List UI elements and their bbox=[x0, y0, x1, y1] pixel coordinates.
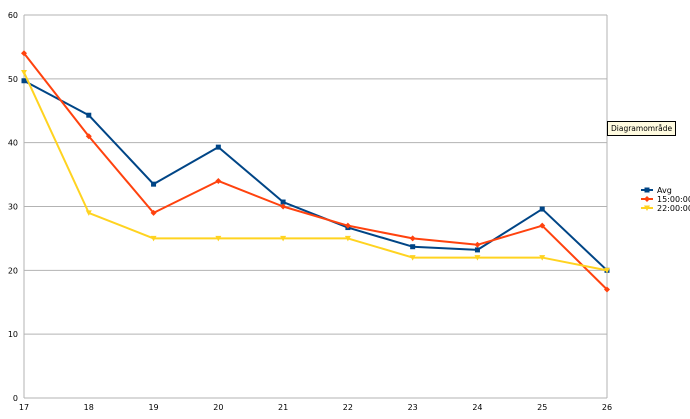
x-tick-label: 26 bbox=[602, 403, 612, 412]
x-tick-label: 25 bbox=[537, 403, 547, 412]
x-tick-label: 19 bbox=[148, 403, 158, 412]
data-point bbox=[85, 133, 92, 140]
x-tick-label: 23 bbox=[408, 403, 418, 412]
y-tick-label: 0 bbox=[13, 394, 18, 403]
data-point bbox=[474, 255, 481, 261]
data-point bbox=[409, 235, 416, 242]
series-line bbox=[23, 52, 608, 291]
data-point bbox=[539, 222, 546, 229]
y-tick-label: 10 bbox=[8, 330, 18, 339]
series-0 bbox=[21, 78, 610, 273]
legend-label: 15:00:00 bbox=[657, 195, 690, 204]
legend-marker bbox=[644, 187, 650, 193]
legend-label: Avg bbox=[657, 186, 672, 195]
data-point bbox=[151, 181, 157, 187]
series-line bbox=[23, 79, 608, 272]
x-tick-label: 21 bbox=[278, 403, 288, 412]
y-tick-label: 20 bbox=[8, 266, 18, 275]
data-point bbox=[86, 112, 92, 118]
x-tick-label: 17 bbox=[19, 403, 29, 412]
chart-area-tooltip: Diagramområde bbox=[607, 121, 677, 136]
data-point bbox=[474, 247, 480, 253]
data-point bbox=[85, 210, 92, 216]
series-1 bbox=[21, 50, 610, 293]
legend-marker bbox=[644, 205, 650, 211]
legend-item: 22:00:00 bbox=[641, 204, 690, 213]
data-point bbox=[280, 203, 287, 210]
data-point bbox=[150, 209, 157, 216]
data-point bbox=[604, 267, 610, 274]
data-point bbox=[280, 235, 287, 242]
x-tick-label: 24 bbox=[472, 403, 482, 412]
legend-marker bbox=[644, 196, 650, 202]
legend-label: 22:00:00 bbox=[657, 204, 690, 213]
data-point bbox=[215, 235, 222, 242]
gridlines bbox=[24, 14, 607, 335]
y-tick-label: 50 bbox=[8, 75, 18, 84]
data-point bbox=[150, 235, 157, 242]
legend-item: 15:00:00 bbox=[641, 195, 690, 204]
data-point bbox=[604, 286, 610, 293]
data-point bbox=[280, 199, 286, 205]
series-2 bbox=[21, 69, 610, 274]
data-point bbox=[215, 177, 222, 184]
data-point bbox=[21, 69, 27, 76]
data-point bbox=[344, 235, 351, 242]
data-point bbox=[539, 206, 545, 212]
x-tick-label: 22 bbox=[343, 403, 353, 412]
data-point bbox=[410, 244, 416, 250]
y-tick-label: 60 bbox=[8, 11, 18, 20]
series-line bbox=[23, 72, 608, 272]
data-point bbox=[215, 144, 221, 150]
x-tick-label: 18 bbox=[84, 403, 94, 412]
data-series bbox=[21, 50, 610, 293]
legend-item: Avg bbox=[641, 186, 672, 195]
data-point bbox=[474, 241, 481, 248]
data-point bbox=[21, 50, 27, 57]
x-tick-label: 20 bbox=[213, 403, 223, 412]
data-point bbox=[21, 78, 27, 84]
x-tick-labels: 17 18 19 20 21 22 23 24 25 26 bbox=[19, 403, 612, 412]
y-tick-label: 40 bbox=[8, 139, 18, 148]
y-tick-label: 30 bbox=[8, 203, 18, 212]
y-tick-labels: 0 10 20 30 40 50 60 bbox=[8, 11, 18, 403]
data-point bbox=[344, 222, 351, 229]
data-point bbox=[539, 255, 546, 261]
data-point bbox=[409, 255, 416, 261]
